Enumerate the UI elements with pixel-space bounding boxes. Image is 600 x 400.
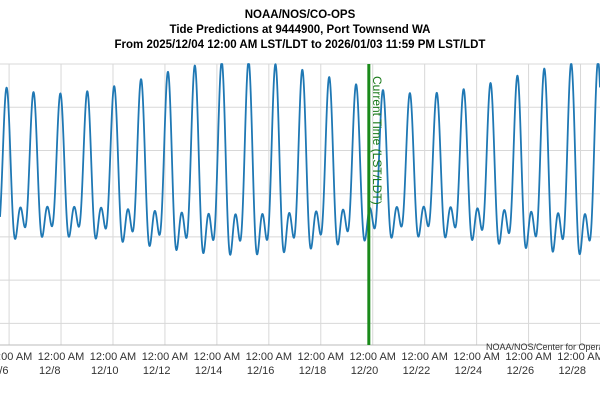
x-tick-time-label: 12:00 AM [0,351,32,363]
x-tick-date-label: 12/24 [455,365,483,377]
chart-credit: NOAA/NOS/Center for Operational Oceanogr… [486,342,600,352]
current-time-label: Current Time (LST/LDT) [370,76,384,205]
chart-title-daterange: From 2025/12/04 12:00 AM LST/LDT to 2026… [114,39,486,51]
x-tick-time-label: 12:00 AM [557,351,600,363]
x-tick-date-label: 12/6 [0,365,9,377]
x-tick-time-label: 12:00 AM [453,351,499,363]
marker-layer: Current Time (LST/LDT) [367,64,384,345]
x-tick-date-label: 12/8 [39,365,60,377]
x-tick-time-label: 12:00 AM [246,351,292,363]
x-tick-date-label: 12/10 [91,365,119,377]
x-tick-date-label: 12/22 [403,365,431,377]
x-tick-date-label: 12/14 [195,365,223,377]
series-layer [0,63,600,256]
x-tick-time-label: 12:00 AM [142,351,188,363]
x-tick-time-label: 12:00 AM [194,351,240,363]
x-tick-date-label: 12/12 [143,365,171,377]
x-tick-time-label: 12:00 AM [90,351,136,363]
x-tick-date-label: 12/28 [559,365,587,377]
grid-layer [0,63,600,346]
tick-layer: 12:00 AM 12/6 12:00 AM 12/8 12:00 AM 12/10 12:… [0,351,600,377]
x-tick-time-label: 12:00 AM [505,351,551,363]
x-tick-time-label: 12:00 AM [298,351,344,363]
x-tick-date-label: 12/16 [247,365,275,377]
chart-title-block: NOAA/NOS/CO-OPS Tide Predictions at 9444… [0,8,600,53]
x-tick-time-label: 12:00 AM [349,351,395,363]
tide-series-line [0,63,600,256]
x-tick-date-label: 12/26 [507,365,535,377]
chart-title-station: Tide Predictions at 9444900, Port Townse… [169,24,431,36]
x-tick-date-label: 12/20 [351,365,379,377]
x-tick-time-label: 12:00 AM [401,351,447,363]
x-tick-date-label: 12/18 [299,365,327,377]
x-tick-time-label: 12:00 AM [38,351,84,363]
chart-title-agency: NOAA/NOS/CO-OPS [244,9,356,21]
